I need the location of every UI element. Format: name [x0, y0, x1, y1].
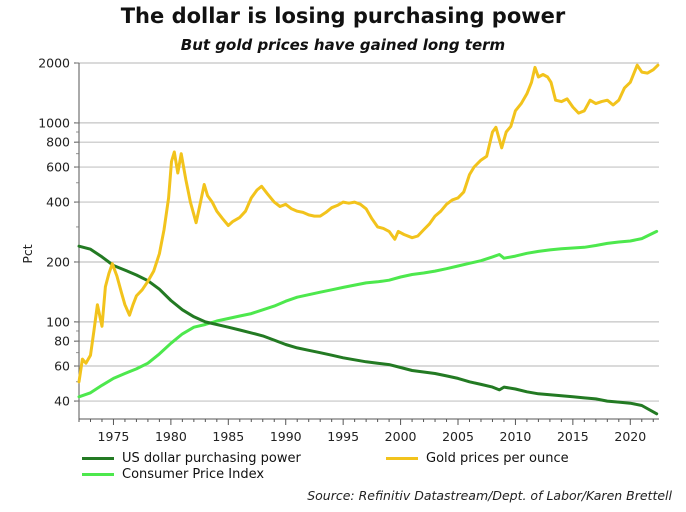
line-dollar-purchasing-power — [77, 244, 659, 416]
legend-swatch-dollar — [82, 457, 114, 460]
x-axis-ticks: 1975 1980 1985 1990 1995 2000 2005 2010 2015 2020 — [78, 419, 654, 444]
y-tick-label: 800 — [46, 135, 70, 150]
x-tick-label: 2020 — [614, 429, 646, 444]
x-tick-label: 1995 — [327, 429, 359, 444]
y-tick-label: 600 — [46, 160, 70, 175]
x-tick-label: 1985 — [212, 429, 244, 444]
y-tick-label: 100 — [46, 314, 70, 329]
x-tick-label: 2015 — [557, 429, 589, 444]
x-tick-label: 2005 — [442, 429, 474, 444]
legend-label-cpi: Consumer Price Index — [122, 467, 265, 482]
source-note: Source: Refinitiv Datastream/Dept. of La… — [307, 488, 672, 503]
y-tick-label: 2000 — [38, 56, 70, 71]
legend-item-cpi: Consumer Price Index — [82, 467, 264, 482]
x-tick-label: 1980 — [155, 429, 187, 444]
y-tick-label: 1000 — [38, 115, 70, 130]
axes — [78, 63, 659, 420]
y-tick-label: 80 — [54, 334, 70, 349]
legend-swatch-cpi — [82, 473, 114, 476]
legend-item-gold: Gold prices per ounce — [386, 451, 569, 466]
x-tick-label: 1990 — [270, 429, 302, 444]
chart-title: The dollar is losing purchasing power — [120, 4, 566, 28]
y-tick-label: 40 — [54, 394, 70, 409]
gridlines — [79, 62, 659, 402]
y-axis-ticks: 40 60 80 100 200 400 600 800 1000 2000 — [38, 56, 79, 409]
series-lines — [77, 63, 660, 416]
y-axis-label: Pct — [20, 244, 35, 263]
legend-item-dollar: US dollar purchasing power — [82, 451, 301, 466]
y-tick-label: 60 — [54, 359, 70, 374]
y-tick-label: 400 — [46, 195, 70, 210]
x-tick-label: 1975 — [98, 429, 130, 444]
x-tick-label: 2010 — [500, 429, 532, 444]
x-tick-label: 2000 — [385, 429, 417, 444]
legend-label-dollar: US dollar purchasing power — [122, 451, 301, 466]
legend-swatch-gold — [386, 457, 418, 460]
chart-subtitle: But gold prices have gained long term — [180, 36, 506, 54]
line-consumer-price-index — [77, 229, 659, 399]
legend-label-gold: Gold prices per ounce — [426, 451, 569, 466]
y-tick-label: 200 — [46, 254, 70, 269]
line-gold-price — [77, 63, 660, 384]
